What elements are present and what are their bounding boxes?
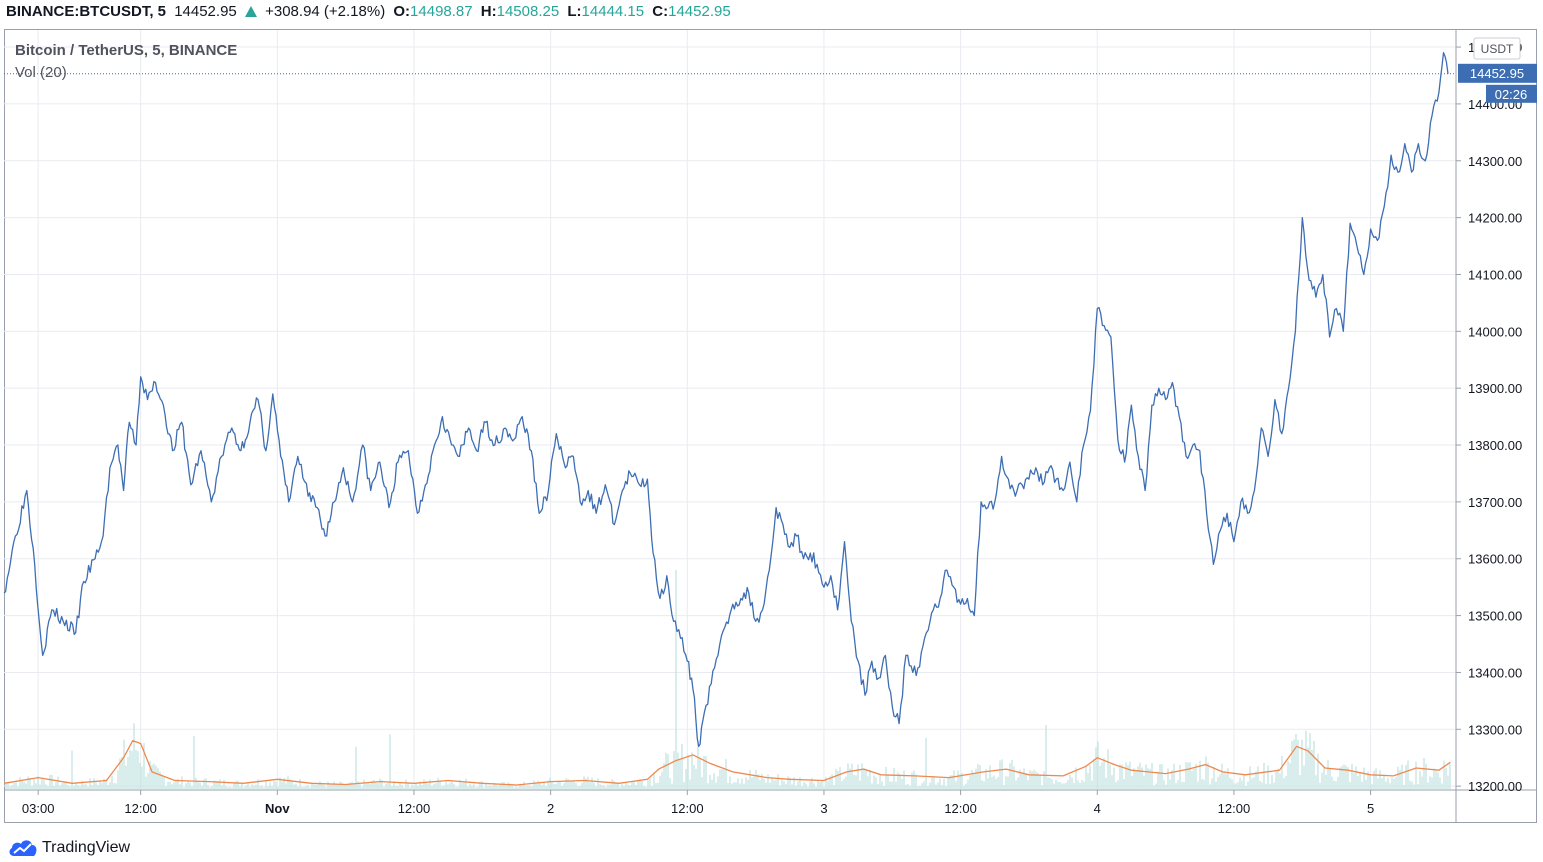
y-tick-label: 13800.00 (1468, 438, 1522, 453)
last-price-label: 14452.95 (1470, 66, 1524, 81)
y-tick-label: 14300.00 (1468, 154, 1522, 169)
low-label: L: (567, 3, 582, 20)
last-price: 14452.95 (174, 3, 237, 20)
price-series (3, 52, 1456, 748)
volume-ma-line (3, 739, 1451, 786)
y-tick-label: 13300.00 (1468, 722, 1522, 737)
price-change: +308.94 (+2.18%) (265, 3, 386, 20)
currency-button[interactable]: USDT (1473, 37, 1521, 60)
x-tick-label: 3 (820, 801, 827, 816)
chart-grid (4, 30, 1456, 789)
tradingview-cloud-icon (9, 840, 37, 856)
x-tick-label: 03:00 (22, 801, 55, 816)
triangle-up-icon (244, 3, 257, 20)
low-value: 14444.15 (581, 3, 645, 20)
volume-bars (5, 570, 1451, 789)
close-value: 14452.95 (668, 3, 731, 20)
x-tick-label: 12:00 (398, 801, 431, 816)
high-label: H: (480, 3, 497, 20)
x-tick-label: 12:00 (671, 801, 704, 816)
y-tick-label: 13400.00 (1468, 665, 1522, 680)
volume-ma (3, 739, 1451, 786)
brand-name: TradingView (42, 839, 131, 856)
last-price-tag: 14452.95 02:26 (1458, 63, 1537, 103)
volume-legend[interactable]: Vol (20) (15, 64, 67, 81)
y-tick-label: 14200.00 (1468, 211, 1522, 226)
x-tick-label: 4 (1094, 801, 1101, 816)
symbol-header: BINANCE:BTCUSDT, 5 14452.95 +308.94 (+2.… (6, 2, 735, 22)
y-tick-label: 13500.00 (1468, 609, 1522, 624)
high-value: 14508.25 (496, 3, 560, 20)
symbol-name[interactable]: BINANCE:BTCUSDT, 5 (6, 3, 167, 20)
chart-frame[interactable] (4, 29, 1537, 823)
x-tick-label: Nov (265, 801, 290, 816)
close-label: C: (652, 3, 669, 20)
y-tick-label: 14100.00 (1468, 267, 1522, 282)
x-tick-label: 12:00 (944, 801, 977, 816)
chart-legend-title[interactable]: Bitcoin / TetherUS, 5, BINANCE (15, 42, 238, 59)
price-axis: 13200.00 13300.00 13400.00 13500.00 13600.00… (1456, 40, 1522, 794)
x-tick-label: 5 (1367, 801, 1374, 816)
open-label: O: (393, 3, 411, 20)
x-tick-label: 12:00 (124, 801, 157, 816)
y-tick-label: 14000.00 (1468, 324, 1522, 339)
open-value: 14498.87 (410, 3, 473, 20)
x-tick-label: 2 (547, 801, 554, 816)
price-line (3, 52, 1449, 748)
y-tick-label: 13700.00 (1468, 495, 1522, 510)
time-axis: 03:00 12:00 Nov 12:00 2 12:00 3 12:00 4 12:00 5 (22, 790, 1374, 816)
countdown-label: 02:26 (1495, 87, 1528, 102)
y-tick-label: 13900.00 (1468, 381, 1522, 396)
y-tick-label: 13200.00 (1468, 779, 1522, 794)
currency-label: USDT (1481, 42, 1514, 56)
y-tick-label: 13600.00 (1468, 552, 1522, 567)
x-tick-label: 12:00 (1218, 801, 1251, 816)
tradingview-brand[interactable]: TradingView (8, 836, 130, 860)
